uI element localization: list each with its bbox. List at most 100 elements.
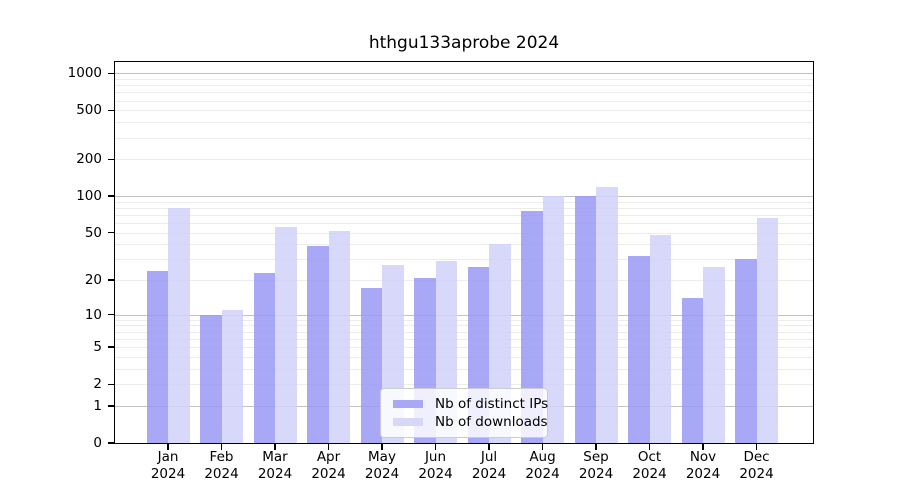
gridline-minor (115, 92, 813, 94)
gridline-minor (115, 384, 813, 386)
bar-nb-of-downloads-nov (703, 266, 725, 443)
bar-nb-of-downloads-oct (649, 234, 671, 443)
gridline-minor (115, 159, 813, 161)
gridline-minor (115, 338, 813, 340)
y-axis-tick (108, 158, 115, 160)
y-tick-label: 50 (84, 224, 102, 241)
bar-nb-of-distinct-ips-nov (681, 298, 703, 443)
plot-area: Nb of distinct IPs Nb of downloads (114, 61, 814, 444)
x-tick-label: Jun 2024 (418, 449, 453, 482)
gridline-minor (115, 201, 813, 203)
y-tick-label: 100 (76, 188, 102, 205)
gridline-minor (115, 347, 813, 349)
x-axis-tick (274, 443, 276, 450)
y-axis-tick (108, 405, 115, 407)
gridline-minor (115, 280, 813, 282)
bar-nb-of-downloads-apr (328, 230, 350, 443)
bar-nb-of-downloads-sep (596, 186, 618, 443)
bar-nb-of-distinct-ips-mar (253, 272, 275, 443)
x-tick-label: Sep 2024 (578, 449, 614, 482)
y-tick-label: 500 (76, 102, 102, 119)
x-axis-tick (702, 443, 704, 450)
legend-label-downloads: Nb of downloads (435, 414, 548, 430)
gridline-minor (115, 325, 813, 327)
y-axis-tick (108, 72, 115, 74)
gridline-minor (115, 356, 813, 358)
bar-nb-of-downloads-feb (221, 310, 243, 443)
bar-nb-of-downloads-mar (275, 226, 297, 443)
x-tick-label: Aug 2024 (525, 449, 560, 482)
x-axis-tick (755, 443, 758, 450)
x-tick-label: May 2024 (364, 449, 400, 482)
gridline-minor (115, 122, 813, 124)
y-tick-label: 10 (84, 306, 102, 323)
x-tick-label: Dec 2024 (739, 449, 774, 482)
legend-label-distinct-ips: Nb of distinct IPs (435, 396, 549, 412)
legend: Nb of distinct IPs Nb of downloads (380, 388, 548, 438)
x-tick-label: Nov 2024 (685, 449, 721, 482)
legend-item-downloads: Nb of downloads (393, 414, 548, 430)
bar-nb-of-distinct-ips-may (360, 288, 382, 443)
bar-nb-of-distinct-ips-feb (200, 314, 222, 443)
gridline-minor (115, 137, 813, 139)
y-axis-tick (108, 231, 115, 234)
gridline-minor (115, 331, 813, 333)
x-axis-tick (327, 443, 330, 450)
x-axis-tick (167, 443, 169, 450)
x-tick-label: Mar 2024 (257, 449, 293, 482)
x-tick-label: Oct 2024 (632, 449, 667, 482)
x-axis-tick (434, 443, 437, 450)
legend-item-distinct-ips: Nb of distinct IPs (393, 396, 548, 412)
bar-nb-of-distinct-ips-sep (574, 196, 596, 443)
x-tick-label: Apr 2024 (311, 449, 346, 482)
gridline-minor (115, 85, 813, 87)
gridline-minor (115, 110, 813, 112)
y-tick-label: 2 (93, 376, 102, 393)
y-axis-tick (108, 109, 115, 112)
bar-nb-of-distinct-ips-apr (307, 245, 329, 443)
x-axis-tick (648, 443, 651, 450)
legend-swatch-downloads (393, 418, 423, 426)
y-axis-tick (108, 195, 115, 197)
bar-nb-of-downloads-jan (168, 207, 190, 443)
gridline-minor (115, 223, 813, 225)
x-axis-tick (541, 443, 544, 450)
y-tick-label: 1000 (67, 65, 102, 82)
y-axis-tick (108, 279, 115, 281)
x-axis-tick (488, 443, 490, 450)
y-tick-label: 200 (76, 151, 102, 168)
gridline-major (115, 314, 813, 316)
x-tick-label: Jul 2024 (471, 449, 507, 482)
bar-nb-of-downloads-aug (542, 196, 564, 443)
x-axis-tick (595, 443, 597, 450)
gridline-minor (115, 259, 813, 261)
gridline-major (115, 73, 813, 75)
y-axis-tick (108, 346, 115, 348)
y-axis-tick (108, 442, 115, 444)
bar-nb-of-distinct-ips-aug (521, 211, 543, 443)
gridline-minor (115, 100, 813, 102)
gridline-minor (115, 232, 813, 234)
legend-swatch-distinct-ips (393, 400, 423, 408)
gridline-minor (115, 78, 813, 80)
bar-nb-of-distinct-ips-oct (628, 255, 650, 443)
y-tick-label: 20 (84, 272, 102, 289)
y-axis-tick (108, 313, 115, 316)
x-tick-label: Feb 2024 (204, 449, 239, 482)
x-tick-label: Jan 2024 (150, 449, 186, 482)
x-axis-tick (220, 443, 223, 450)
y-tick-label: 5 (93, 339, 102, 356)
y-axis-tick (108, 383, 115, 385)
gridline-minor (115, 368, 813, 370)
y-tick-label: 0 (93, 435, 102, 451)
gridline-minor (115, 214, 813, 216)
bar-nb-of-downloads-dec (756, 217, 778, 443)
x-axis-tick (381, 443, 383, 450)
chart-title: hthgu133aprobe 2024 (368, 33, 560, 53)
y-tick-label: 1 (93, 397, 102, 414)
gridline-major (115, 196, 813, 198)
bar-nb-of-distinct-ips-jan (146, 270, 168, 443)
gridline-minor (115, 207, 813, 209)
gridline-minor (115, 319, 813, 321)
